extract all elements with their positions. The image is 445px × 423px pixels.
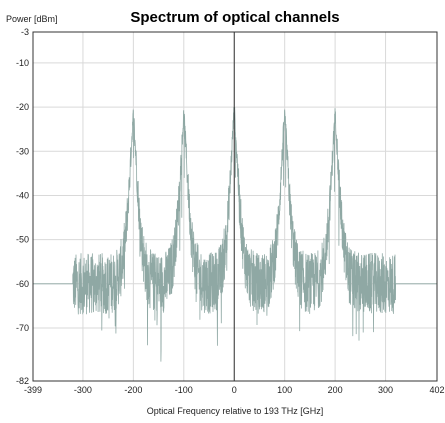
x-tick-label: -300: [74, 385, 92, 395]
x-axis-label: Optical Frequency relative to 193 THz [G…: [147, 406, 323, 416]
y-tick-label: -10: [16, 58, 29, 68]
plot-border: [32, 31, 438, 382]
y-tick-label: -60: [16, 279, 29, 289]
x-tick-label: 402: [429, 385, 444, 395]
plot-frame: [32, 31, 438, 382]
x-tick-label: -200: [124, 385, 142, 395]
x-tick-label: 0: [232, 385, 237, 395]
y-tick-label: -40: [16, 190, 29, 200]
x-tick-label: -100: [175, 385, 193, 395]
x-tick-labels: -399 -300 -200 -100 0 100 200 300 402: [24, 385, 445, 395]
x-tick-label: 200: [328, 385, 343, 395]
y-tick-label: -50: [16, 235, 29, 245]
x-tick-label: -399: [24, 385, 42, 395]
y-tick-label: -20: [16, 102, 29, 112]
y-tick-label: -30: [16, 146, 29, 156]
grid: [33, 32, 437, 381]
y-tick-labels: -3 -10 -20 -30 -40 -50 -60 -70 -82: [16, 27, 29, 386]
x-tick-label: 300: [378, 385, 393, 395]
series-layer: [33, 107, 437, 362]
y-tick-label: -82: [16, 376, 29, 386]
y-axis-label: Power [dBm]: [6, 14, 58, 24]
x-tick-label: 100: [277, 385, 292, 395]
y-tick-label: -3: [21, 27, 29, 37]
chart-title: Spectrum of optical channels: [130, 9, 339, 26]
spectrum-line: [33, 107, 437, 362]
y-tick-label: -70: [16, 323, 29, 333]
